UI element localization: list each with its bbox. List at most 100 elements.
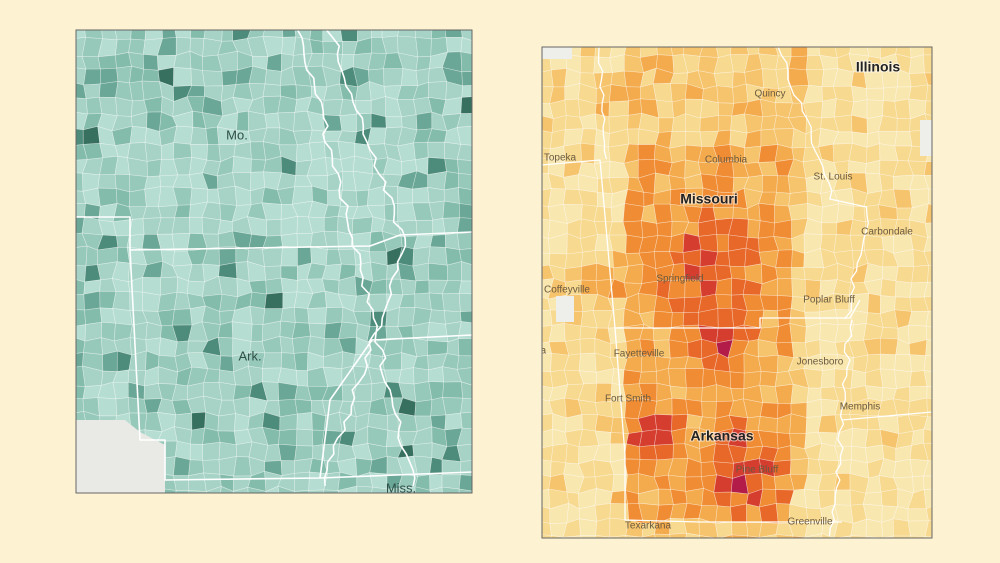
county (144, 142, 162, 162)
county (441, 293, 461, 313)
county (821, 222, 838, 235)
county (427, 81, 448, 101)
county (609, 432, 630, 445)
county (457, 217, 472, 235)
county (308, 489, 325, 493)
county (893, 458, 914, 479)
county (264, 292, 284, 309)
county (323, 489, 340, 493)
county (415, 111, 433, 131)
county (157, 291, 178, 312)
other-state (920, 120, 932, 156)
county (731, 534, 749, 538)
county (562, 535, 582, 538)
county (264, 69, 282, 86)
county (761, 309, 779, 329)
county (834, 489, 852, 506)
county (895, 266, 914, 284)
county (141, 68, 160, 82)
county (758, 534, 777, 538)
county (322, 98, 344, 117)
county (697, 219, 718, 237)
county (908, 311, 929, 327)
county (99, 96, 118, 117)
county (262, 352, 283, 369)
county (892, 518, 911, 537)
county (714, 250, 731, 267)
county (627, 98, 643, 116)
county (821, 98, 837, 119)
county (280, 460, 295, 477)
county (172, 308, 193, 326)
county (277, 382, 298, 401)
county (818, 309, 839, 325)
county (893, 535, 912, 538)
county (862, 491, 883, 507)
county (311, 412, 326, 431)
county (461, 71, 472, 87)
county (925, 325, 932, 341)
city-label: Memphis (840, 402, 881, 413)
other-state (76, 420, 165, 493)
county (97, 187, 118, 207)
county (865, 172, 883, 194)
county (791, 266, 806, 280)
county (549, 129, 566, 150)
county (655, 99, 675, 119)
county (352, 354, 372, 368)
county (788, 68, 810, 87)
county (715, 505, 733, 525)
county (460, 37, 472, 55)
county (461, 85, 472, 98)
county (297, 245, 312, 267)
county (280, 277, 298, 293)
county (609, 54, 625, 73)
county (924, 519, 932, 538)
county (220, 486, 234, 493)
county (171, 216, 191, 235)
county (894, 369, 912, 390)
county (367, 127, 387, 146)
county (429, 234, 446, 248)
county (160, 142, 175, 160)
county (638, 293, 657, 315)
county (713, 71, 734, 88)
city-label: Carbondale (861, 227, 913, 238)
county (141, 291, 161, 312)
county (337, 485, 358, 493)
county (654, 443, 674, 461)
county (925, 339, 932, 356)
county (715, 293, 733, 309)
county (609, 84, 630, 103)
county (924, 222, 932, 239)
border-line (841, 411, 932, 421)
county (880, 327, 899, 340)
county (550, 68, 568, 88)
county (669, 532, 688, 538)
county (758, 191, 777, 206)
county (685, 387, 703, 402)
county (444, 412, 463, 431)
county (894, 296, 913, 312)
county (685, 131, 703, 147)
county (669, 385, 687, 400)
county (142, 54, 159, 71)
border-line (828, 319, 853, 537)
county (337, 215, 354, 235)
county (309, 39, 324, 54)
county (174, 204, 191, 219)
county (641, 220, 659, 238)
county (460, 96, 472, 114)
county (201, 216, 222, 235)
county (325, 306, 344, 325)
county (370, 261, 388, 282)
county (458, 292, 472, 313)
county (926, 385, 932, 400)
county (247, 486, 267, 493)
city-label: Springfield (656, 274, 703, 285)
county (893, 188, 913, 209)
county (579, 518, 598, 537)
county (923, 370, 932, 388)
county (339, 98, 357, 117)
county (849, 413, 869, 431)
